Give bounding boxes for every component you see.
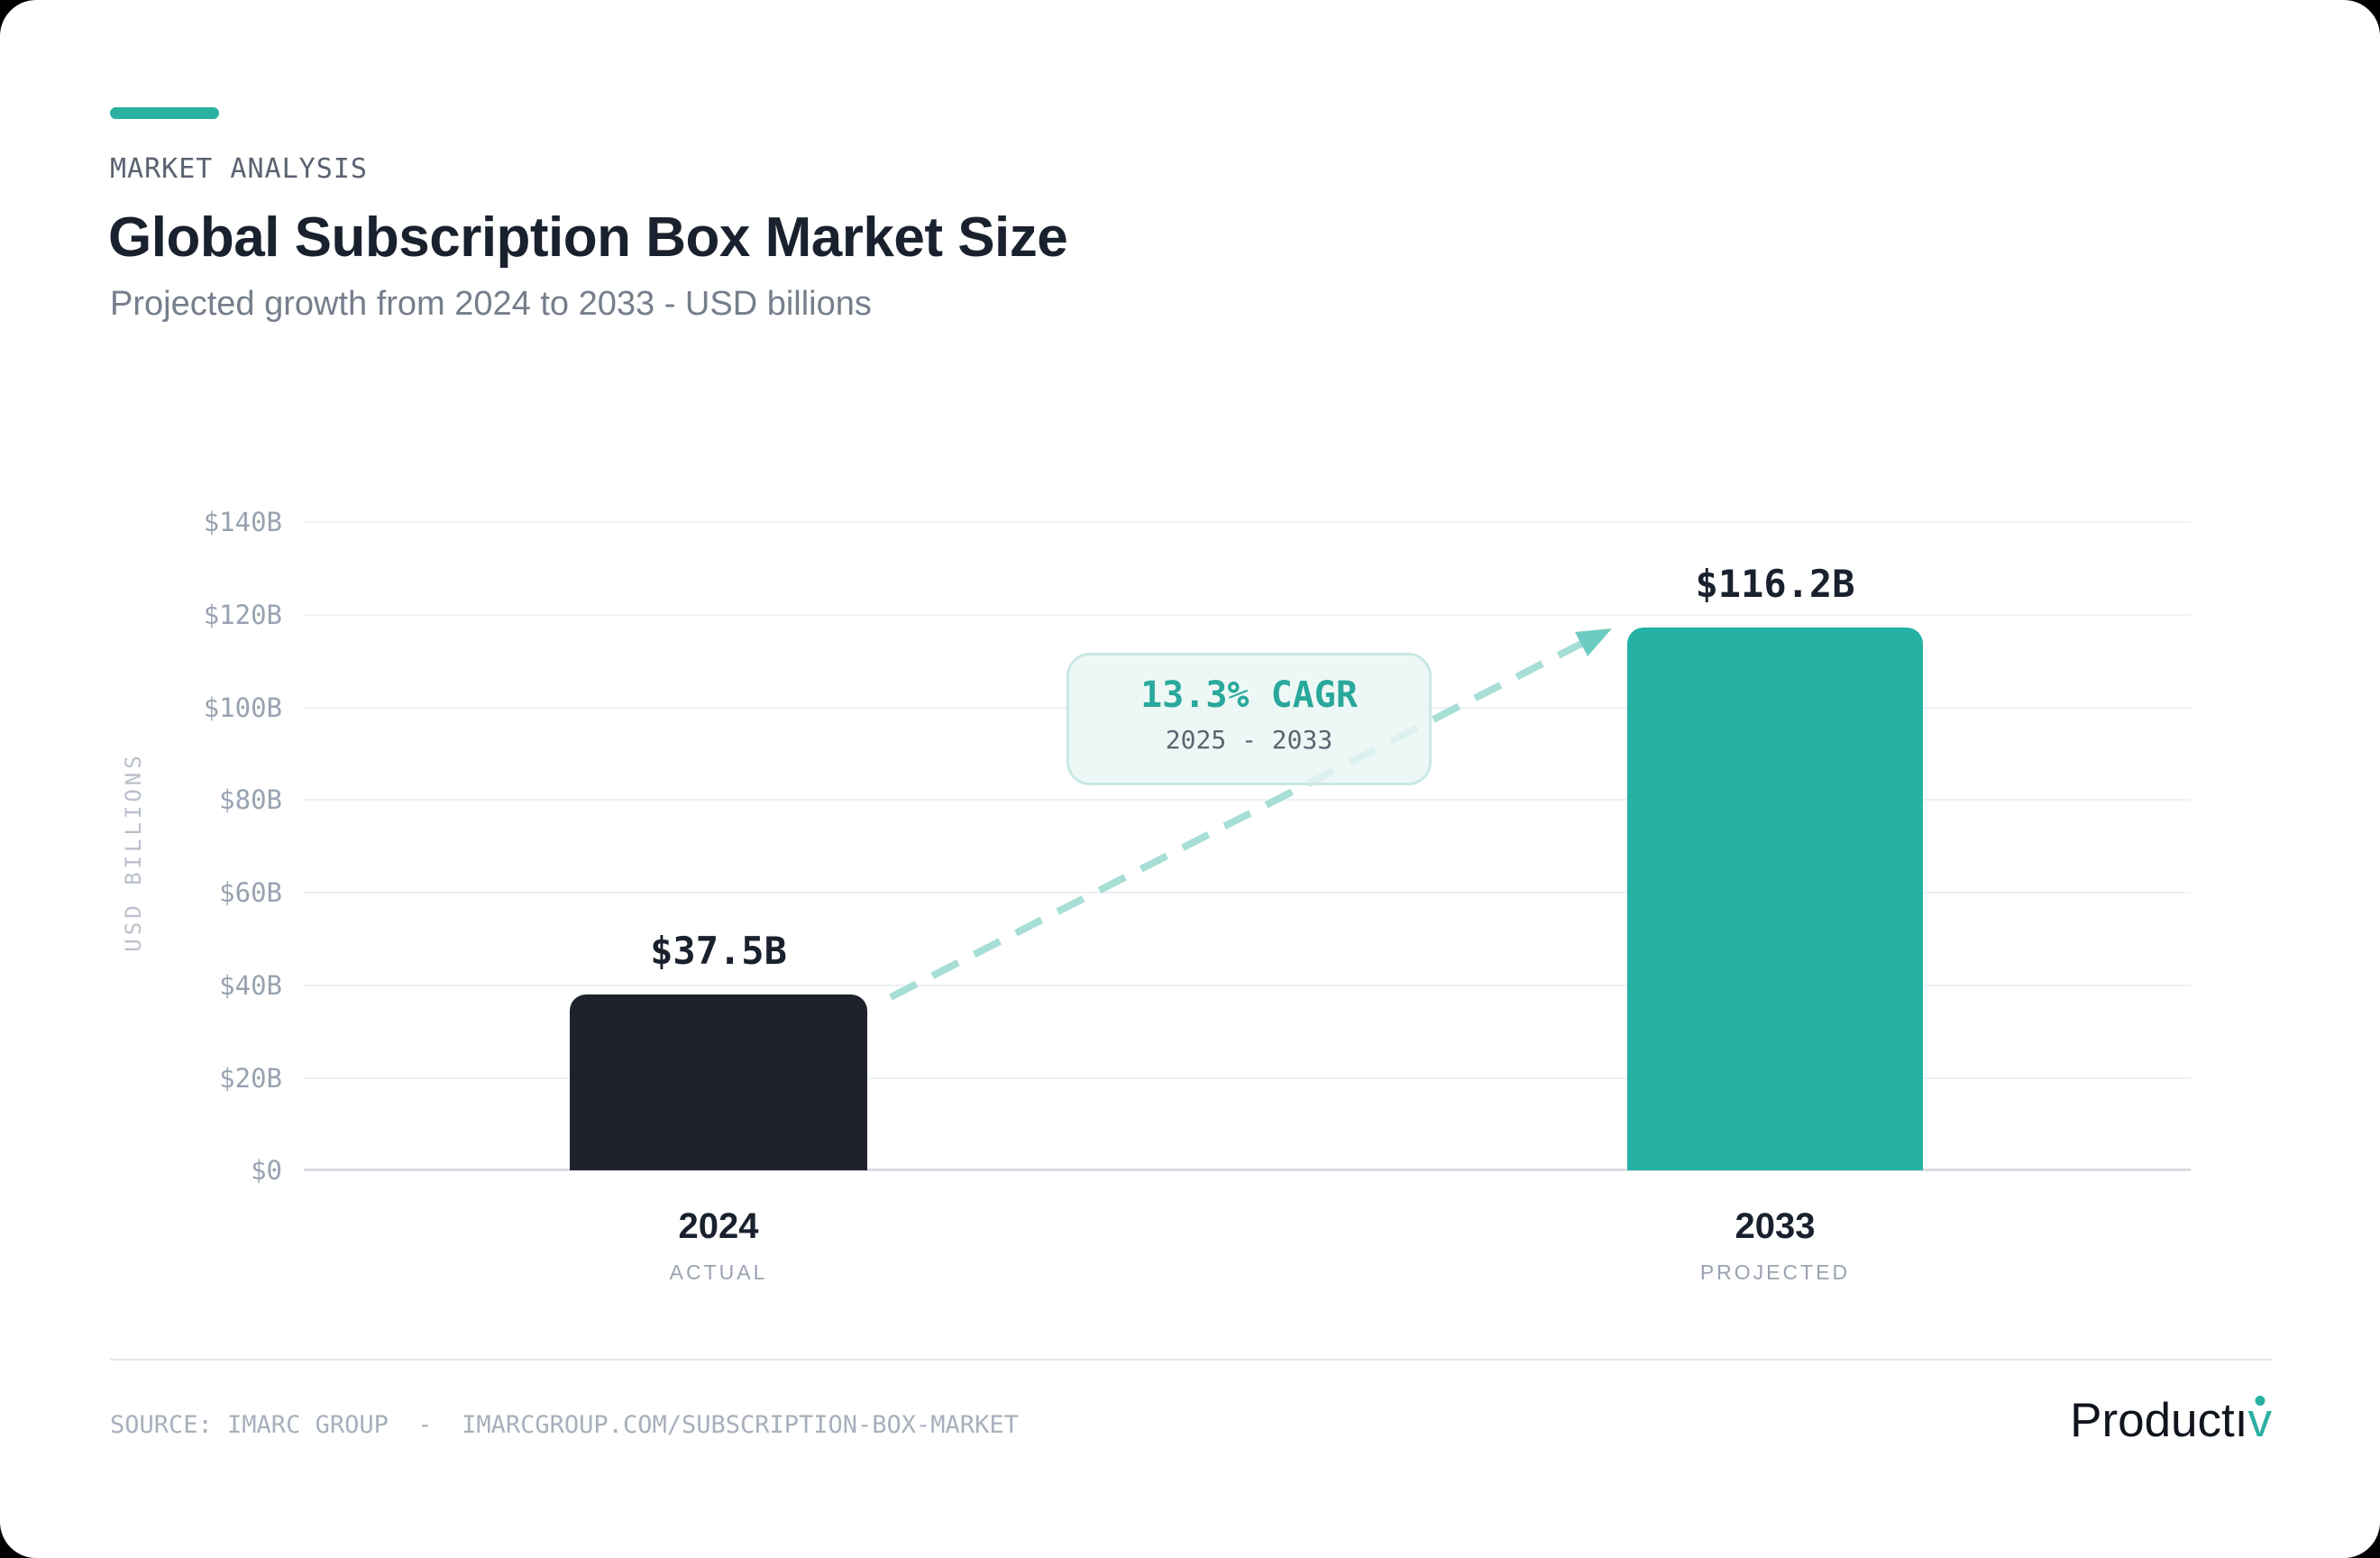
y-tick-label: $80B xyxy=(219,784,282,815)
logo-text-black: Productı xyxy=(2070,1394,2248,1447)
y-tick-label: $120B xyxy=(203,600,282,630)
bar-value-2033: $116.2B xyxy=(1695,562,1855,606)
y-tick-label: $20B xyxy=(219,1063,282,1094)
gridline-120 xyxy=(304,614,2191,616)
accent-bar xyxy=(110,107,219,119)
productiv-logo: Productıv xyxy=(2070,1393,2272,1448)
cagr-period: 2025 - 2033 xyxy=(1165,725,1333,755)
gridline-140 xyxy=(304,521,2191,523)
y-tick-label: $0 xyxy=(251,1155,282,1186)
gridline-20 xyxy=(304,1077,2191,1079)
logo-text-teal: v xyxy=(2247,1394,2273,1447)
x-sublabel-actual: ACTUAL xyxy=(669,1260,768,1284)
source-attribution: SOURCE: IMARC GROUP - IMARCGROUP.COM/SUB… xyxy=(110,1411,1019,1439)
y-axis-title: USD BILLIONS xyxy=(121,752,146,952)
x-label-2024: 2024 xyxy=(678,1206,759,1246)
page-title: Global Subscription Box Market Size xyxy=(108,206,1068,269)
cagr-value: 13.3% CAGR xyxy=(1140,674,1358,716)
bar-2024 xyxy=(570,994,867,1170)
x-label-2033: 2033 xyxy=(1735,1206,1816,1246)
y-tick-label: $100B xyxy=(203,692,282,723)
footer-divider xyxy=(110,1359,2272,1361)
y-tick-label: $140B xyxy=(203,507,282,537)
cagr-callout: 13.3% CAGR 2025 - 2033 xyxy=(1066,653,1432,785)
x-sublabel-projected: PROJECTED xyxy=(1699,1260,1851,1284)
bar-2033 xyxy=(1627,628,1923,1170)
x-axis-line xyxy=(304,1168,2191,1171)
y-tick-label: $40B xyxy=(219,970,282,1001)
bar-value-2024: $37.5B xyxy=(650,929,787,973)
y-tick-label: $60B xyxy=(219,877,282,908)
eyebrow-label: MARKET ANALYSIS xyxy=(110,153,368,185)
page-subtitle: Projected growth from 2024 to 2033 - USD… xyxy=(110,285,872,323)
